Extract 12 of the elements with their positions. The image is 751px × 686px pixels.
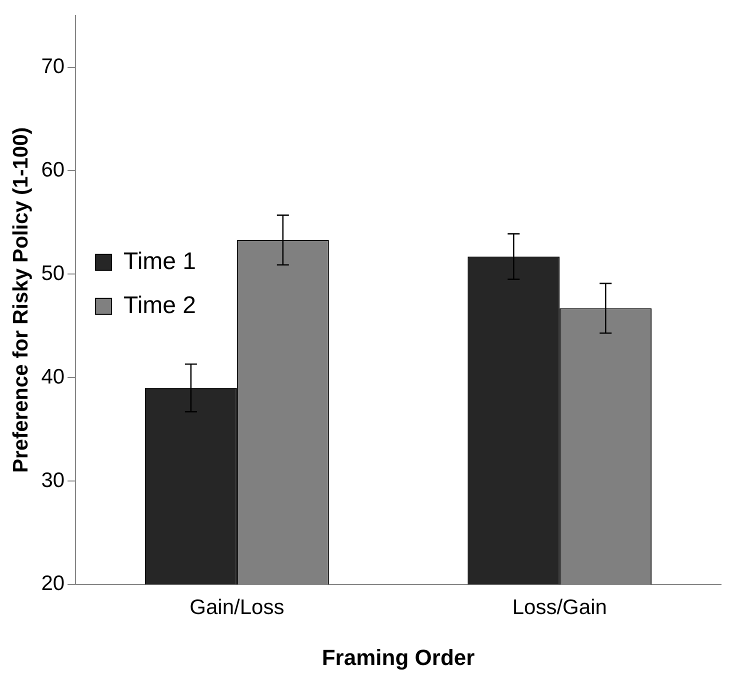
legend-label: Time 2 (124, 292, 196, 320)
y-tick-label: 40 (41, 365, 65, 388)
y-tick-label: 60 (41, 158, 65, 182)
legend-label: Time 1 (124, 248, 196, 276)
x-tick-label: Gain/Loss (190, 596, 284, 619)
y-tick-label: 30 (41, 468, 65, 492)
x-tick-label: Loss/Gain (512, 596, 607, 619)
y-tick-label: 20 (41, 572, 65, 596)
y-tick-label: 50 (41, 262, 65, 285)
y-axis-title: Preference for Risky Policy (1-100) (9, 127, 32, 473)
y-tick-label: 70 (41, 55, 65, 78)
x-axis-title: Framing Order (322, 644, 476, 670)
